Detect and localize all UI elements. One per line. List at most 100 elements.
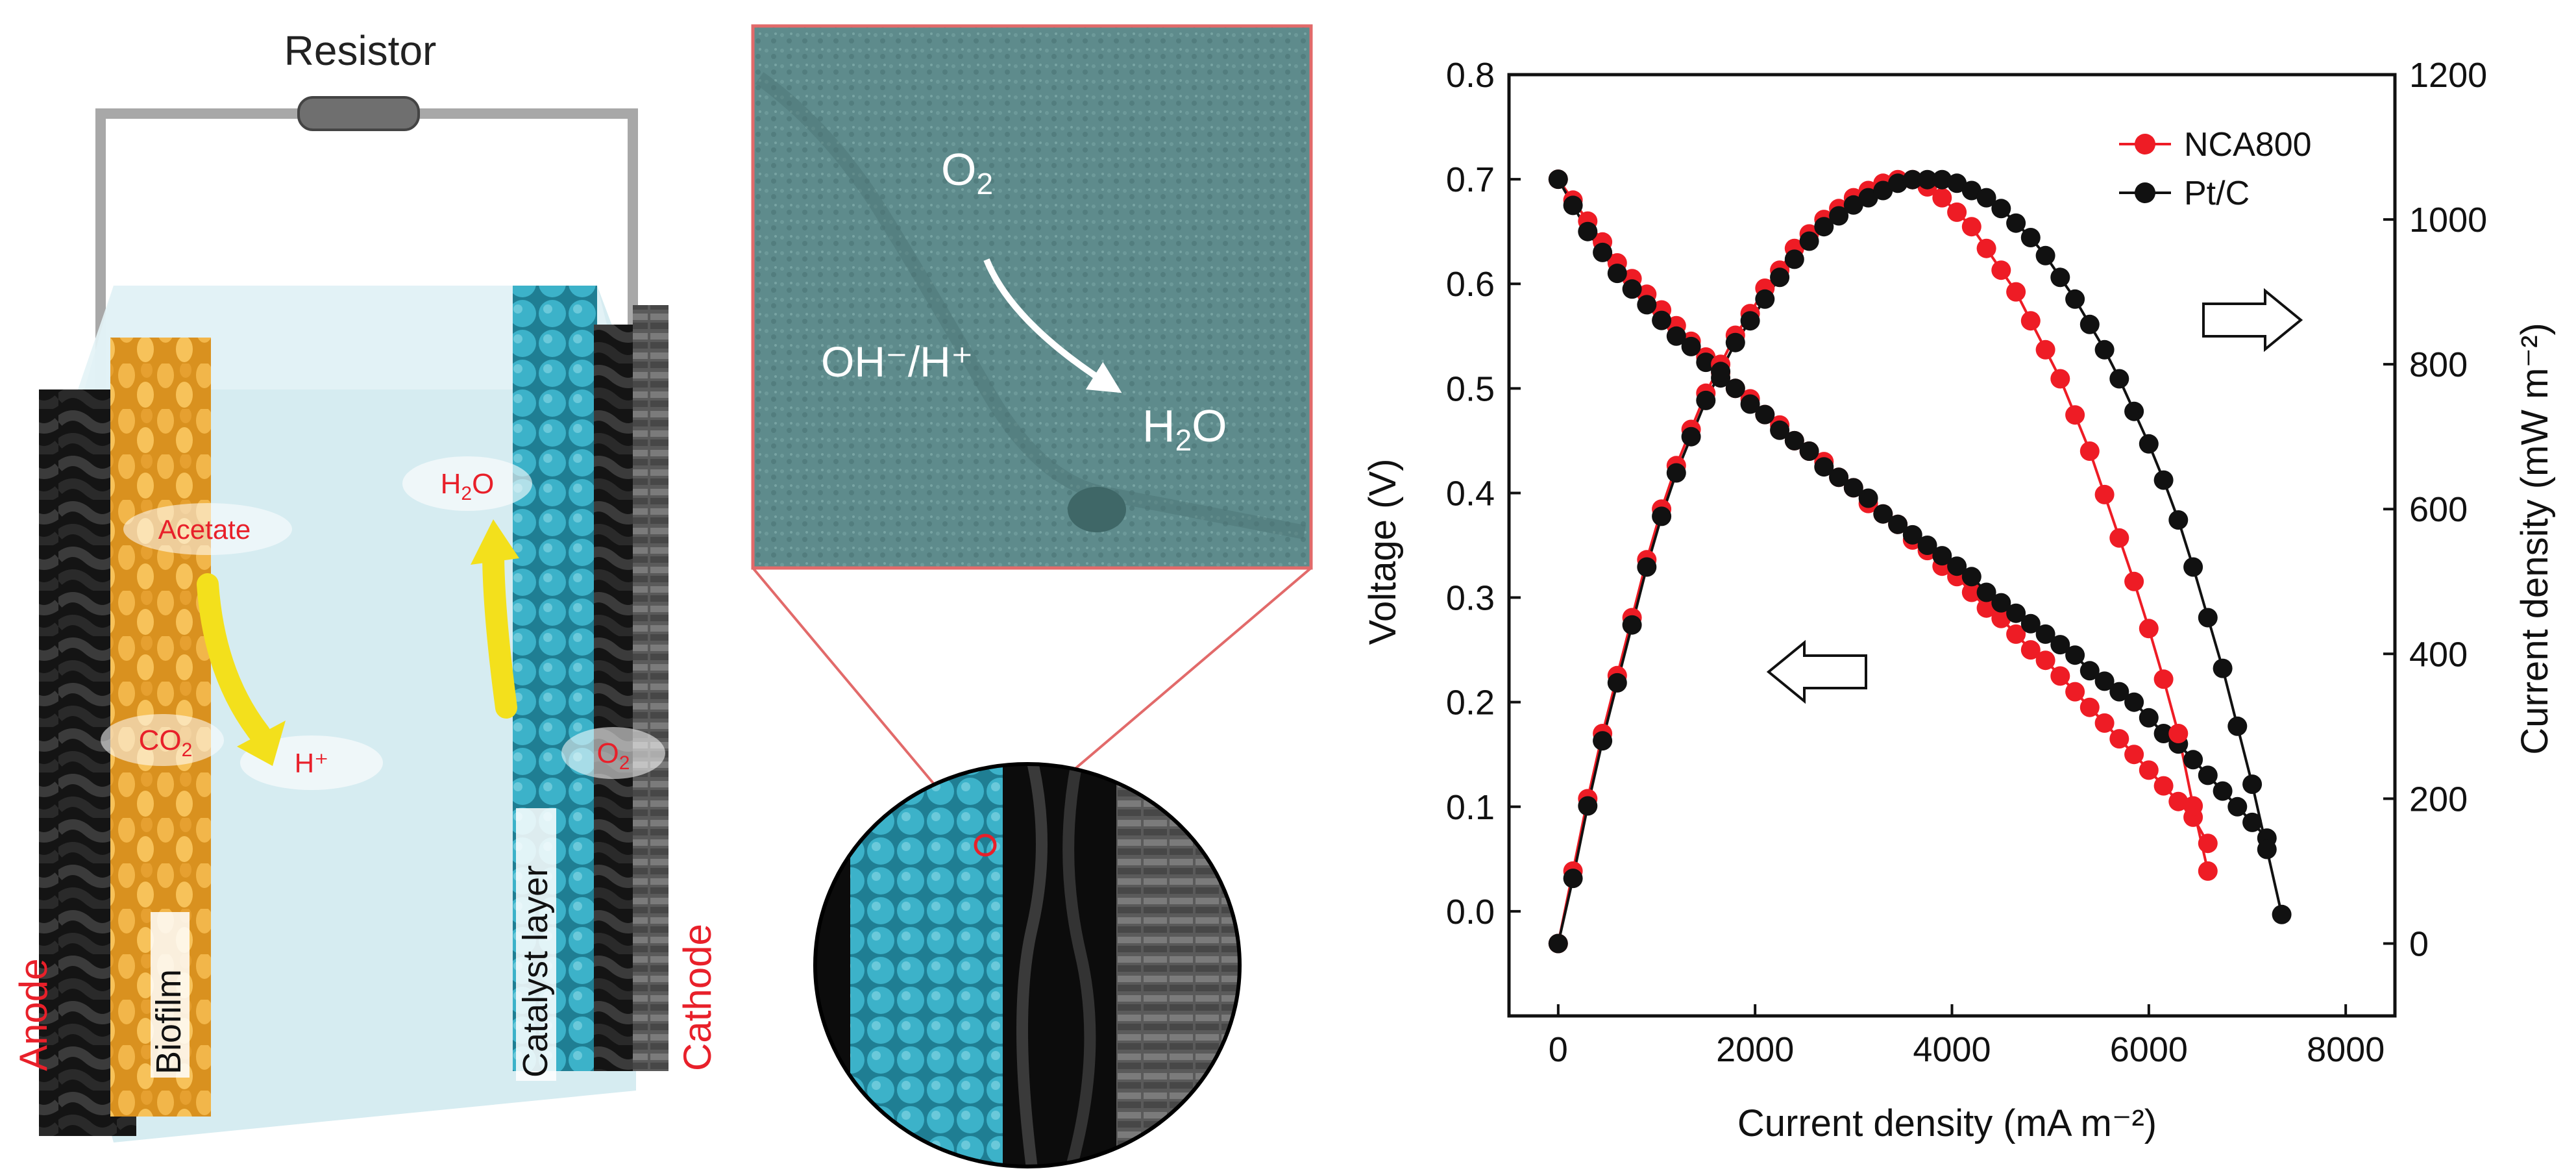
reduction-arrow — [482, 541, 517, 719]
tem-image — [751, 24, 1313, 570]
data-point-polarization-1 — [1829, 467, 1849, 488]
y-tick-label-right: 400 — [2409, 635, 2468, 674]
data-point-power-3 — [1902, 169, 1922, 190]
data-point-polarization-0 — [2065, 682, 2085, 702]
data-point-polarization-1 — [1902, 525, 1922, 545]
oxidation-arrow — [197, 573, 271, 745]
data-point-power-2 — [2065, 405, 2085, 425]
data-point-power-3 — [1829, 206, 1849, 226]
data-point-power-3 — [1607, 673, 1627, 693]
data-point-polarization-1 — [1888, 514, 1908, 534]
data-point-polarization-1 — [1976, 582, 1996, 602]
cathode-mesh — [633, 305, 669, 1071]
data-point-power-3 — [1814, 217, 1834, 237]
h2o-oval — [402, 456, 532, 511]
data-point-polarization-1 — [1740, 394, 1760, 414]
y-tick-label-right: 1200 — [2409, 56, 2487, 95]
data-point-power-2 — [2139, 619, 2159, 639]
y-tick-label-right: 200 — [2409, 780, 2468, 819]
data-point-power-3 — [1578, 796, 1598, 816]
data-point-power-2 — [2079, 441, 2100, 461]
x-ticks: 0 2000 4000 6000 8000 — [1549, 1004, 2385, 1069]
data-point-power-3 — [1637, 557, 1657, 577]
data-point-power-3 — [2183, 557, 2203, 577]
data-point-polarization-1 — [2050, 635, 2070, 655]
data-point-power-3 — [2227, 716, 2248, 736]
y-tick-label-left: 0.6 — [1446, 265, 1495, 304]
data-point-polarization-1 — [1578, 221, 1598, 241]
data-point-polarization-0 — [1991, 608, 2011, 628]
data-point-polarization-1 — [2035, 624, 2055, 644]
data-point-polarization-0 — [2020, 640, 2041, 660]
hplus-label: H⁺ — [295, 748, 329, 778]
series-line-power-3 — [1556, 178, 2283, 944]
cathode-fiber — [594, 325, 639, 1071]
data-point-power-2 — [2050, 369, 2070, 389]
data-point-polarization-1 — [1917, 536, 1937, 555]
data-point-polarization-0 — [1976, 598, 1996, 618]
y-ticks-left: 0.0 0.1 0.2 0.3 0.4 0.5 0.6 0.7 0.8 — [1446, 56, 1521, 932]
data-point-power-3 — [1725, 332, 1745, 352]
anode-label: Anode — [12, 959, 55, 1072]
data-point-polarization-1 — [2198, 765, 2218, 785]
y-tick-label-left: 0.3 — [1446, 579, 1495, 618]
data-point-power-2 — [2124, 571, 2144, 591]
tem-particle — [1068, 487, 1126, 532]
data-point-polarization-0 — [1961, 582, 1981, 602]
reduction-arrowhead — [471, 519, 519, 565]
data-point-power-2 — [2183, 796, 2203, 816]
data-point-power-3 — [1858, 188, 1878, 208]
tem-ohh-label: OH⁻/H⁺ — [821, 338, 974, 386]
data-point-power-3 — [1961, 180, 1981, 201]
biofilm-label: Biofilm — [149, 969, 188, 1074]
y-tick-label-right: 1000 — [2409, 201, 2487, 240]
data-point-power-3 — [1563, 869, 1583, 889]
data-point-polarization-1 — [1548, 169, 1568, 190]
data-point-power-2 — [2035, 340, 2055, 360]
data-point-polarization-1 — [1843, 478, 1863, 498]
data-point-polarization-1 — [1814, 457, 1834, 477]
h2o-label: H2O — [441, 468, 495, 504]
data-point-power-3 — [1873, 180, 1893, 201]
data-point-polarization-0 — [2168, 791, 2189, 811]
resistor — [297, 96, 420, 131]
data-point-polarization-1 — [1947, 556, 1967, 576]
catalyst-layer-label: Catalyst layer — [516, 865, 555, 1078]
y-tick-label-right: 0 — [2409, 924, 2429, 963]
fuel-cell-schematic: Resistor Acetate CO2 H⁺ H2O O2 Biofilm — [12, 27, 719, 1142]
data-point-power-3 — [1711, 362, 1731, 382]
data-point-polarization-1 — [1991, 593, 2011, 613]
y-tick-label-left: 0.2 — [1446, 684, 1495, 722]
data-point-polarization-1 — [1681, 336, 1701, 356]
data-point-power-3 — [1991, 199, 2011, 219]
data-point-power-3 — [1755, 289, 1775, 309]
data-point-polarization-1 — [1637, 295, 1657, 315]
data-point-polarization-1 — [2213, 781, 2233, 801]
data-point-power-2 — [2006, 282, 2026, 302]
data-point-polarization-0 — [2006, 624, 2026, 644]
data-point-polarization-1 — [2242, 812, 2263, 832]
data-point-polarization-1 — [2183, 750, 2203, 770]
data-point-polarization-1 — [2065, 645, 2085, 665]
data-point-polarization-1 — [1858, 488, 1878, 508]
data-point-power-3 — [2109, 369, 2129, 389]
data-point-polarization-1 — [2124, 692, 2144, 712]
data-point-power-3 — [1784, 249, 1804, 269]
data-point-polarization-1 — [1666, 326, 1686, 346]
right-axis-arrow — [2202, 288, 2303, 352]
legend-marker-nca800 — [2135, 134, 2155, 154]
x-tick-label: 0 — [1549, 1030, 1568, 1069]
data-point-power-3 — [2153, 470, 2174, 490]
data-point-power-3 — [1947, 173, 1967, 193]
data-point-polarization-1 — [2139, 708, 2159, 728]
data-point-polarization-0 — [2094, 713, 2115, 733]
y-tick-label-left: 0.8 — [1446, 56, 1495, 95]
data-point-polarization-1 — [1652, 310, 1672, 330]
chart: 0 2000 4000 6000 8000 0.00.10.20.30.40.50.60… — [1362, 56, 2556, 1144]
data-point-power-2 — [2168, 724, 2189, 743]
data-point-polarization-1 — [1607, 264, 1627, 284]
data-point-power-2 — [2153, 669, 2174, 689]
data-point-power-3 — [2079, 314, 2100, 334]
data-point-polarization-0 — [2050, 666, 2070, 686]
legend: NCA800 Pt/C — [2119, 126, 2312, 212]
